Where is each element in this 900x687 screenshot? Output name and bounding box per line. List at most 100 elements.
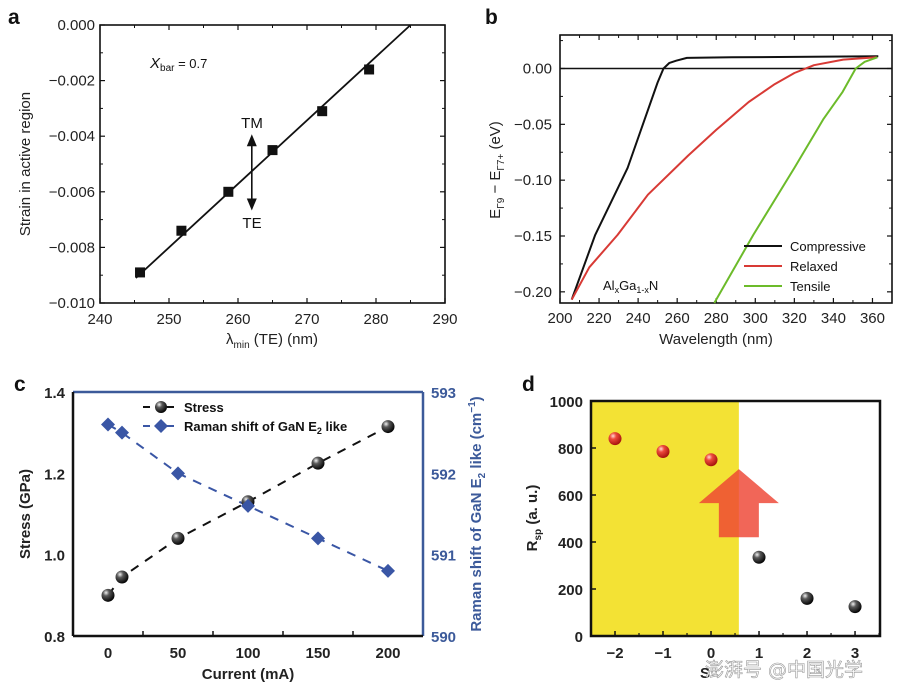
x-tick-label: 2	[803, 645, 811, 662]
x-tick-label: 0	[104, 645, 112, 662]
x-tick-label: 200	[547, 310, 572, 327]
data-point-square	[364, 64, 375, 75]
y2-tick-label: 592	[431, 466, 456, 483]
x-tick-label: 1	[755, 645, 763, 662]
y-tick-label: 400	[558, 535, 583, 552]
x-tick-label: 260	[665, 310, 690, 327]
y-tick-label: −0.004	[49, 128, 95, 145]
x-tick-label: 200	[375, 645, 400, 662]
data-point-square	[176, 225, 187, 236]
legend-marker-raman	[154, 419, 168, 433]
panel-label-b: b	[485, 6, 498, 29]
panel-c-y2label: Raman shift of GaN E2 like (cm−1)	[467, 396, 488, 631]
data-point-stress	[311, 456, 325, 470]
series-line-raman	[107, 423, 389, 572]
panel-c-legend: Stress Raman shift of GaN E2 like	[143, 400, 347, 436]
y-tick-label: −0.010	[49, 295, 95, 312]
data-point-raman	[311, 531, 325, 546]
panel-d-xlabel: S	[700, 665, 710, 682]
data-point-square	[135, 267, 146, 278]
data-point-raman	[381, 563, 395, 578]
x-tick-label: 240	[87, 311, 112, 328]
data-point-raman	[241, 498, 255, 513]
data-point-stress	[171, 531, 185, 545]
legend-label-stress: Stress	[184, 400, 224, 415]
panel-c-chart: 0 50 100 150 200 0.8 1.0 1.2 1.4 590 591 592 593 Str…	[17, 385, 488, 683]
y-tick-label: −0.15	[514, 228, 552, 245]
data-point-tensile-region	[848, 600, 862, 614]
panel-c-ylabel: Stress (GPa)	[17, 469, 34, 559]
data-point-raman	[171, 466, 185, 481]
panel-b-ylabel: EΓ9 − EΓ7+ (eV)	[487, 121, 507, 219]
y-tick-label: −0.05	[514, 116, 552, 133]
y-tick-label: 0.000	[57, 17, 95, 34]
legend-label: Tensile	[790, 279, 830, 294]
data-point-raman	[115, 425, 129, 440]
y-tick-label: −0.002	[49, 73, 95, 90]
data-point-stress	[115, 570, 129, 584]
y-tick-label: 1.4	[44, 385, 66, 402]
y-tick-label: 0.8	[44, 629, 65, 646]
panel-b-alloy-annotation: AlxGa1-xN	[603, 278, 658, 295]
y-tick-label: 1.0	[44, 548, 65, 565]
data-point-square	[317, 106, 328, 117]
watermark-text: 澎湃号 @中国光学	[705, 659, 863, 681]
y-tick-label: −0.20	[514, 284, 552, 301]
panel-label-a: a	[8, 6, 20, 29]
y2-tick-label: 591	[431, 548, 456, 565]
series-line-compressive	[570, 55, 879, 300]
data-point-stress	[101, 588, 115, 602]
x-tick-label: 220	[587, 310, 612, 327]
x-tick-label: 250	[156, 311, 181, 328]
y-tick-label: 0.00	[523, 61, 552, 78]
x-tick-label: 280	[363, 311, 388, 328]
x-tick-label: 360	[860, 310, 885, 327]
panel-a-tm-label: TM	[241, 115, 263, 132]
x-tick-label: −2	[606, 645, 623, 662]
data-point-compressive-region	[608, 432, 622, 446]
y-tick-label: −0.006	[49, 184, 95, 201]
legend-label: Compressive	[790, 239, 866, 254]
panel-a-xlabel: λmin (TE) (nm)	[226, 331, 318, 351]
legend-marker-stress	[155, 401, 167, 413]
data-point-square	[223, 186, 234, 197]
x-tick-label: 3	[851, 645, 859, 662]
x-tick-label: 240	[626, 310, 651, 327]
panel-b-frame	[559, 34, 893, 304]
panel-a-ylabel: Strain in active region	[17, 92, 34, 236]
y2-tick-label: 593	[431, 385, 456, 402]
x-tick-label: 50	[170, 645, 187, 662]
x-tick-label: 300	[743, 310, 768, 327]
y-tick-label: 1000	[550, 394, 583, 411]
legend-label: Relaxed	[790, 259, 838, 274]
x-tick-label: 280	[704, 310, 729, 327]
data-point-square	[267, 145, 278, 156]
x-tick-label: −1	[654, 645, 671, 662]
series-line-tensile	[713, 56, 878, 304]
x-tick-label: 150	[305, 645, 330, 662]
x-tick-label: 320	[782, 310, 807, 327]
x-tick-label: 270	[294, 311, 319, 328]
y-tick-label: −0.008	[49, 239, 95, 256]
panel-b-xlabel: Wavelength (nm)	[659, 331, 773, 348]
arrow-head-down	[246, 198, 257, 211]
x-tick-label: 260	[225, 311, 250, 328]
y-tick-label: 600	[558, 488, 583, 505]
data-point-tensile-region	[800, 591, 814, 605]
panel-d-ylabel: Rsp (a. u.)	[524, 485, 544, 552]
panel-a-double-arrow-icon	[246, 134, 257, 211]
y-tick-label: 1.2	[44, 466, 65, 483]
y-tick-label: −0.10	[514, 172, 552, 189]
y-tick-label: 200	[558, 582, 583, 599]
series-line-relaxed	[570, 56, 877, 301]
panel-a-te-label: TE	[242, 215, 261, 232]
data-point-compressive-region	[656, 445, 670, 459]
panel-b-chart: 200 220 240 260 280 300 320 340 360 0.00 −0.05 −0.1…	[487, 34, 893, 348]
panel-a-xbar-annotation: Xbar = 0.7	[149, 55, 207, 74]
x-tick-label: 0	[707, 645, 715, 662]
arrow-head-up	[246, 134, 257, 147]
panel-b-legend: Compressive Relaxed Tensile	[744, 239, 866, 294]
panel-d-up-arrow-icon	[698, 469, 779, 538]
